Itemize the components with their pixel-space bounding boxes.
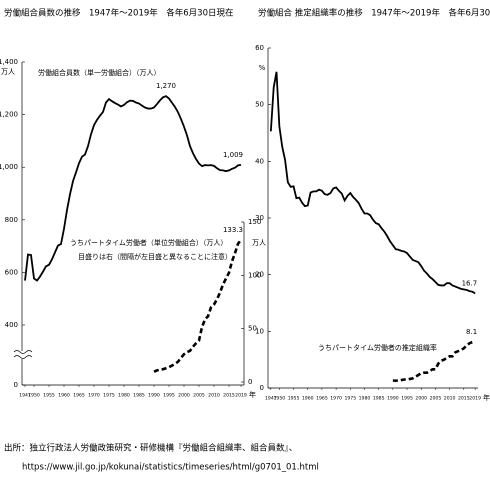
series-line — [392, 340, 476, 382]
x-tick-label: 1960 — [58, 393, 70, 399]
x-tick-label: 1950 — [28, 393, 40, 399]
x-tick-label: 2010 — [444, 396, 456, 402]
x-tick-label: 1965 — [316, 396, 328, 402]
y-tick-label: 10 — [255, 327, 264, 335]
source: https://www.jil.go.jp/kokunai/statistics… — [22, 463, 319, 473]
axis-note: 目盛りは右（間隔が左目盛と異なることに注意） — [78, 252, 232, 261]
value-label: 16.7 — [462, 279, 478, 287]
x-tick-label: 1955 — [43, 393, 55, 399]
value-label: 8.1 — [466, 328, 477, 336]
y-unit: 万人 — [1, 68, 15, 76]
x-unit: 年 — [249, 390, 256, 399]
y-unit: % — [259, 64, 266, 72]
x-tick-label: 2010 — [208, 393, 220, 399]
x-tick-label: 1947 — [265, 396, 277, 402]
x-tick-label: 1965 — [73, 393, 85, 399]
x-tick-label: 2000 — [178, 393, 190, 399]
x-tick-label: 1947 — [19, 393, 31, 399]
y-tick-label: 20 — [255, 271, 264, 279]
x-tick-label: 1990 — [387, 396, 399, 402]
value-label: 133.3 — [223, 226, 243, 234]
x-tick-label: 2019 — [235, 393, 247, 399]
value-label: 1,270 — [156, 82, 176, 90]
y-tick-label: 600 — [5, 268, 18, 276]
x-tick-label: 1980 — [118, 393, 130, 399]
x-tick-label: 1955 — [288, 396, 300, 402]
x-tick-label: 1995 — [401, 396, 413, 402]
x-tick-label: 1985 — [133, 393, 145, 399]
y2-tick-label: 100 — [248, 271, 261, 279]
y-tick-label: 1,200 — [0, 111, 18, 119]
x-tick-label: 2019 — [469, 396, 481, 402]
series-line — [24, 95, 242, 282]
axis-break — [13, 350, 33, 354]
y-tick-label: 0 — [260, 384, 264, 392]
x-tick-label: 1985 — [373, 396, 385, 402]
x-tick-label: 1970 — [88, 393, 100, 399]
y-tick-label: 60 — [255, 44, 264, 52]
series-line — [269, 71, 476, 295]
chart-title: 労働組合員数の推移 1947年～2019年 各年6月30日現在 — [4, 8, 234, 19]
y2-unit: 万人 — [252, 239, 266, 247]
y2-tick-label: 150 — [248, 218, 261, 226]
y-tick-label: 40 — [255, 157, 264, 165]
y-tick-label: 30 — [255, 214, 264, 222]
x-tick-label: 2015 — [223, 393, 235, 399]
y2-tick-label: 50 — [248, 325, 257, 333]
x-tick-label: 1980 — [359, 396, 371, 402]
source: 出所：独立行政法人労働政策研究・研修機構『労働組合組織率、組合員数』、 — [4, 443, 297, 454]
y-tick-label: 400 — [5, 321, 18, 329]
x-tick-label: 1975 — [103, 393, 115, 399]
y-tick-label: 50 — [255, 101, 264, 109]
y2-tick-label: 0 — [248, 378, 252, 386]
x-tick-label: 2015 — [458, 396, 470, 402]
x-tick-label: 1975 — [344, 396, 356, 402]
y-tick-label: 1,000 — [0, 163, 18, 171]
y-tick-label: 1,400 — [0, 58, 18, 66]
x-tick-label: 1970 — [330, 396, 342, 402]
x-tick-label: 1950 — [273, 396, 285, 402]
series-label: うちパートタイム労働者（単位労働組合）（万人） — [70, 238, 227, 247]
value-label: 1,009 — [223, 151, 243, 159]
y-tick-label: 0 — [14, 381, 18, 389]
axis-break-gap — [16, 351, 28, 359]
series-label: うちパートタイム労働者の推定組織率 — [318, 343, 437, 352]
series-label: 労働組合員数（単一労働組合）（万人） — [38, 68, 161, 77]
x-tick-label: 2005 — [193, 393, 205, 399]
x-tick-label: 1990 — [148, 393, 160, 399]
x-tick-label: 2000 — [415, 396, 427, 402]
x-unit: 年 — [483, 393, 490, 402]
x-tick-label: 2005 — [430, 396, 442, 402]
x-tick-label: 1960 — [302, 396, 314, 402]
y-tick-label: 800 — [5, 216, 18, 224]
x-tick-label: 1995 — [163, 393, 175, 399]
chart-title: 労働組合 推定組織率の推移 1947年～2019年 各年6月30日現在 — [258, 8, 490, 19]
axis-break — [13, 355, 33, 359]
